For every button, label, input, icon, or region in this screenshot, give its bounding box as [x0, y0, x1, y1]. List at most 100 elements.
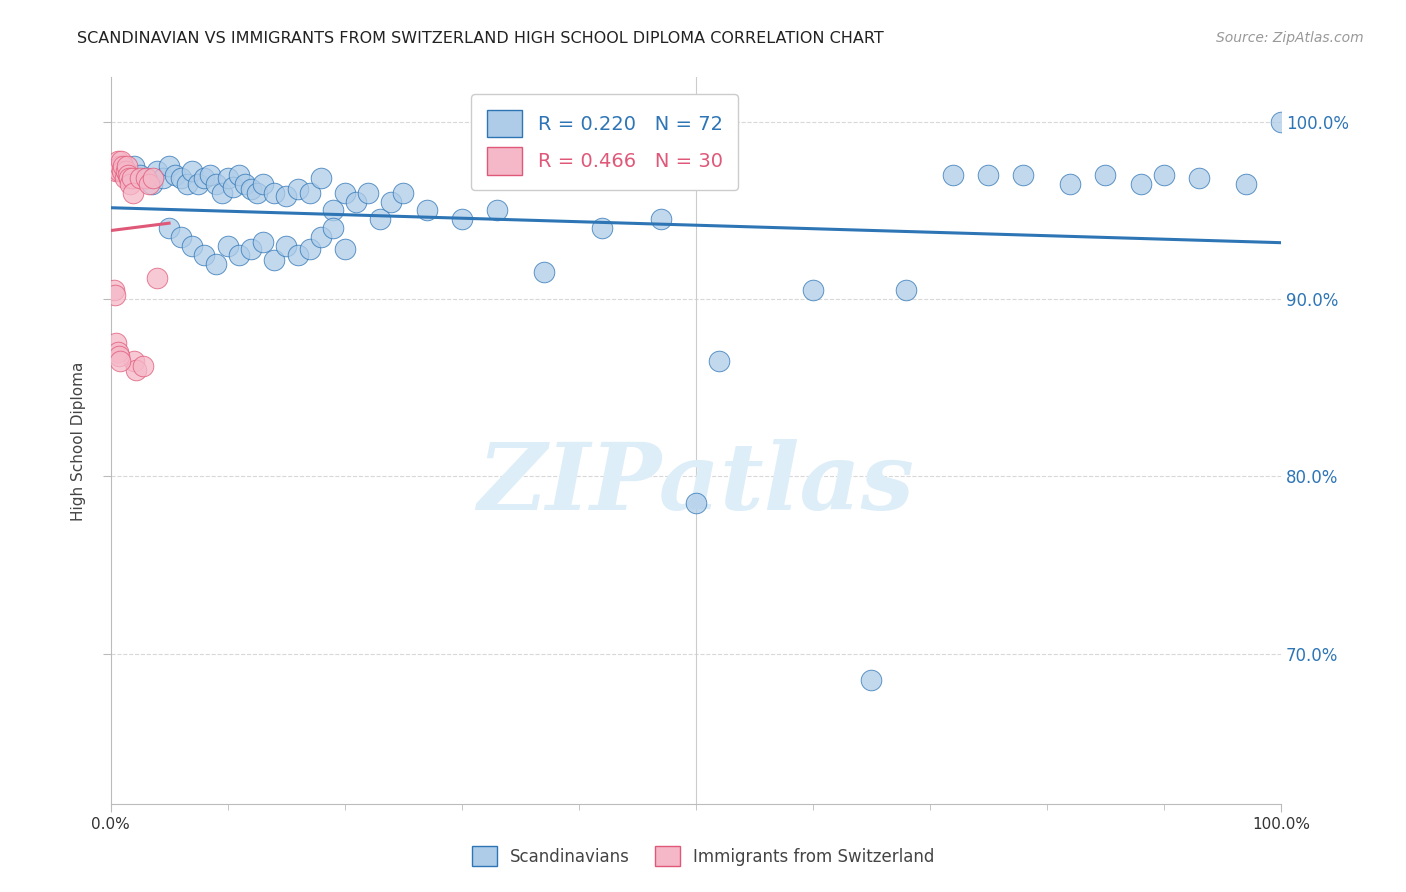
Point [107, 164, 129, 178]
Point [187, 177, 209, 191]
Point [152, 171, 174, 186]
Point [107, 349, 129, 363]
Point [198, 168, 221, 182]
Point [240, 182, 263, 196]
Point [103, 283, 125, 297]
Point [707, 354, 730, 368]
Point [263, 186, 285, 200]
Point [685, 496, 707, 510]
Point [217, 171, 239, 186]
Point [801, 283, 824, 297]
Point [1012, 168, 1035, 182]
Point [533, 265, 555, 279]
Point [240, 243, 263, 257]
Point [138, 177, 160, 191]
Point [108, 354, 131, 368]
Point [114, 164, 136, 178]
Point [309, 171, 332, 186]
Point [181, 239, 204, 253]
Point [591, 221, 613, 235]
Legend: R = 0.220   N = 72, R = 0.466   N = 30: R = 0.220 N = 72, R = 0.466 N = 30 [471, 95, 738, 190]
Point [1129, 177, 1152, 191]
Point [1188, 171, 1211, 186]
Point [117, 168, 139, 182]
Point [125, 363, 148, 377]
Point [252, 177, 274, 191]
Legend: Scandinavians, Immigrants from Switzerland: Scandinavians, Immigrants from Switzerla… [465, 839, 941, 873]
Point [896, 283, 918, 297]
Point [103, 159, 125, 173]
Point [122, 354, 145, 368]
Point [246, 186, 269, 200]
Point [120, 177, 142, 191]
Point [112, 159, 135, 173]
Point [222, 180, 245, 194]
Point [111, 164, 134, 178]
Point [181, 164, 204, 178]
Point [450, 212, 472, 227]
Text: SCANDINAVIAN VS IMMIGRANTS FROM SWITZERLAND HIGH SCHOOL DIPLOMA CORRELATION CHAR: SCANDINAVIAN VS IMMIGRANTS FROM SWITZERL… [77, 31, 884, 46]
Point [128, 171, 150, 186]
Text: Source: ZipAtlas.com: Source: ZipAtlas.com [1216, 31, 1364, 45]
Point [141, 177, 163, 191]
Point [157, 221, 180, 235]
Point [107, 153, 129, 168]
Point [1234, 177, 1257, 191]
Point [146, 164, 169, 178]
Point [107, 345, 129, 359]
Point [135, 171, 157, 186]
Point [298, 243, 321, 257]
Point [128, 168, 150, 182]
Point [333, 186, 356, 200]
Point [322, 221, 344, 235]
Point [357, 186, 380, 200]
Point [942, 168, 965, 182]
Point [205, 256, 228, 270]
Point [193, 171, 215, 186]
Point [176, 177, 198, 191]
Y-axis label: High School Diploma: High School Diploma [72, 361, 86, 521]
Point [142, 171, 165, 186]
Point [860, 673, 883, 687]
Point [252, 235, 274, 250]
Point [1270, 114, 1292, 128]
Point [650, 212, 672, 227]
Point [392, 186, 415, 200]
Point [380, 194, 402, 209]
Point [977, 168, 1000, 182]
Point [228, 168, 250, 182]
Point [110, 153, 132, 168]
Point [322, 203, 344, 218]
Point [344, 194, 367, 209]
Point [115, 159, 138, 173]
Point [105, 164, 128, 178]
Point [1094, 168, 1116, 182]
Point [217, 239, 239, 253]
Point [1153, 168, 1175, 182]
Point [193, 248, 215, 262]
Point [263, 252, 285, 267]
Point [298, 186, 321, 200]
Point [485, 203, 508, 218]
Point [368, 212, 391, 227]
Point [287, 182, 309, 196]
Point [1059, 177, 1081, 191]
Text: ZIPatlas: ZIPatlas [477, 440, 914, 530]
Point [211, 186, 233, 200]
Point [228, 248, 250, 262]
Point [170, 230, 193, 244]
Point [309, 230, 332, 244]
Point [132, 359, 155, 374]
Point [415, 203, 437, 218]
Point [105, 336, 128, 351]
Point [274, 239, 297, 253]
Point [121, 186, 143, 200]
Point [135, 171, 157, 186]
Point [170, 171, 193, 186]
Point [205, 177, 228, 191]
Point [104, 288, 127, 302]
Point [122, 159, 145, 173]
Point [108, 159, 131, 173]
Point [157, 159, 180, 173]
Point [287, 248, 309, 262]
